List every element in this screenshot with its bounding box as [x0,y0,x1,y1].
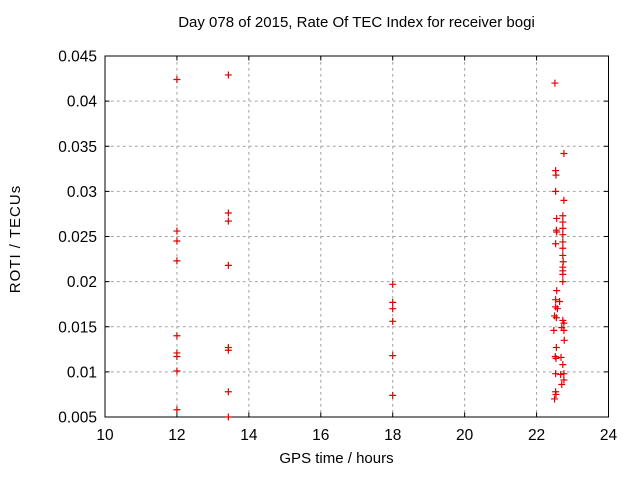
data-point [557,371,565,379]
data-point [224,71,232,79]
data-point [224,346,232,354]
data-point [551,312,559,320]
data-point [560,319,568,327]
data-point [552,187,560,195]
x-tick-label: 24 [600,427,618,444]
y-tick-label: 0.005 [58,410,97,427]
data-point [552,296,560,304]
x-tick-label: 20 [456,427,474,444]
y-tick-label: 0.01 [67,364,97,381]
y-axis-label: ROTI / TECUs [7,184,24,294]
data-point [553,305,561,313]
data-point [559,270,567,278]
data-point [224,261,232,269]
data-point [552,390,560,398]
data-point [389,317,397,325]
x-tick-label: 18 [384,427,401,444]
data-point [552,240,560,248]
data-point [552,314,560,322]
data-point [550,326,558,334]
x-tick-label: 16 [312,427,329,444]
data-point [552,370,560,378]
data-point [559,238,567,246]
data-point [551,353,559,361]
data-point [557,353,565,361]
data-point [559,224,567,232]
data-point [552,303,560,311]
data-point [553,214,561,222]
data-point [556,297,564,305]
y-tick-label: 0.035 [58,139,97,156]
data-point [560,376,568,384]
data-point [553,287,561,295]
data-point [224,209,232,217]
x-tick-label: 22 [528,427,545,444]
data-point [173,237,181,245]
data-point [559,231,567,239]
data-point [560,196,568,204]
data-point [559,361,567,369]
data-point [173,227,181,235]
data-point [224,217,232,225]
data-point [173,353,181,361]
data-point [560,149,568,157]
data-point [551,395,559,403]
data-point [389,391,397,399]
y-tick-label: 0.02 [67,274,97,291]
x-axis-label: GPS time / hours [279,450,394,467]
x-tick-label: 10 [96,427,114,444]
x-tick-label: 12 [168,427,185,444]
data-point [559,212,567,220]
data-point [389,298,397,306]
data-point [173,257,181,265]
y-tick-label: 0.03 [67,184,97,201]
data-point [553,228,561,236]
data-point [224,388,232,396]
x-tick-label: 14 [240,427,258,444]
y-tick-label: 0.025 [58,229,97,246]
data-point [558,381,566,389]
data-point [559,278,567,286]
data-point [173,75,181,83]
data-point [560,336,568,344]
data-point [389,305,397,313]
data-point [173,367,181,375]
y-tick-label: 0.04 [67,94,98,111]
data-point [173,332,181,340]
data-point [389,352,397,360]
data-point [559,251,567,259]
data-point [552,354,560,362]
data-point [173,406,181,414]
data-point [389,280,397,288]
data-point [560,326,568,334]
data-point [552,171,560,179]
data-point [551,79,559,87]
data-point [560,370,568,378]
data-point [559,218,567,226]
y-tick-label: 0.045 [58,49,97,66]
data-point [559,244,567,252]
data-point [552,344,560,352]
data-point [224,413,232,421]
y-tick-label: 0.015 [58,319,97,336]
chart-title: Day 078 of 2015, Rate Of TEC Index for r… [178,14,535,31]
